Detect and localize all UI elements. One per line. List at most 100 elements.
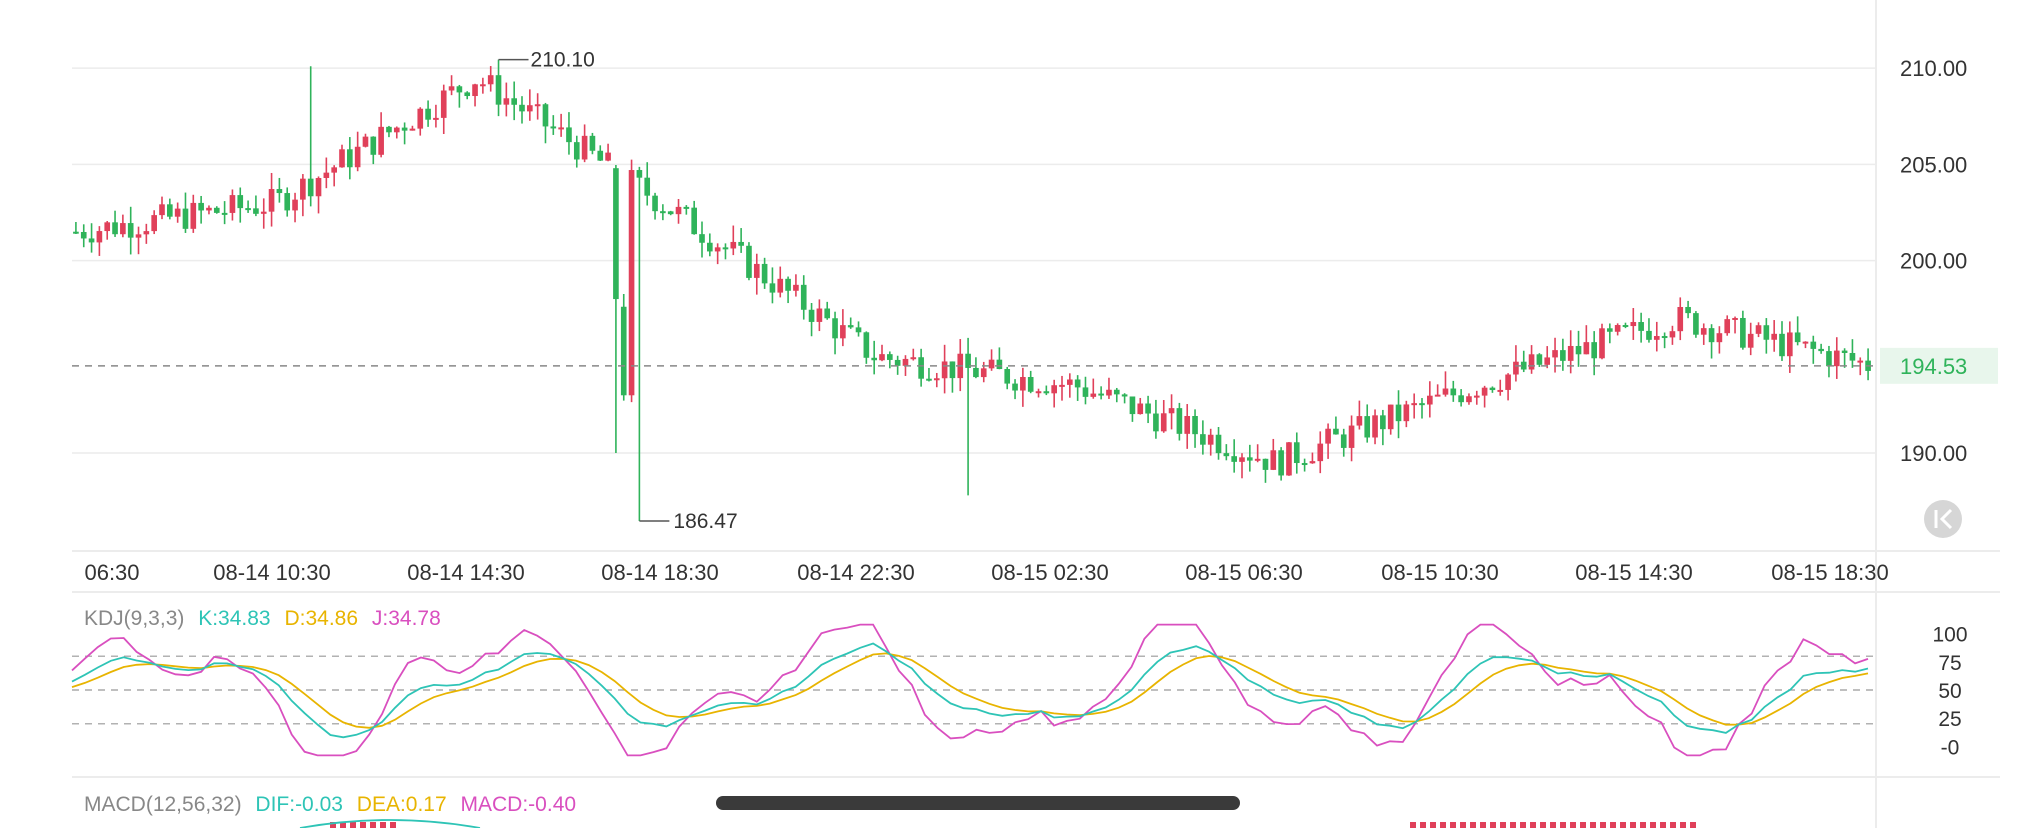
time-tick-label: 08-15 06:30 — [1185, 560, 1302, 585]
candle-body — [151, 215, 157, 232]
candle-body — [902, 358, 909, 366]
macd-bar — [350, 822, 356, 828]
candle-body — [722, 247, 729, 250]
kdj-d-line — [71, 652, 1869, 729]
candle-body — [1395, 404, 1402, 422]
macd-bar — [1560, 822, 1566, 828]
candle-body — [1724, 319, 1731, 334]
candle-body — [1317, 443, 1324, 462]
kdj-tick-label: 100 — [1932, 624, 1967, 647]
macd-dif-value: DIF:-0.03 — [255, 793, 343, 816]
candle-body — [1145, 403, 1151, 414]
macd-dea-value: DEA:0.17 — [357, 793, 447, 816]
price-grid — [72, 67, 1876, 454]
candle-body — [1301, 463, 1308, 466]
candle-body — [1740, 317, 1746, 348]
price-axis: 210.00 205.00 200.00 190.00 — [1900, 56, 1967, 466]
candle-body — [135, 234, 142, 238]
candle-body — [816, 308, 823, 322]
candle-body — [393, 127, 400, 133]
macd-bar — [1460, 822, 1466, 828]
candle-body — [832, 318, 838, 339]
candle-body — [174, 208, 181, 217]
candle-body — [1787, 332, 1793, 357]
candle-body — [753, 263, 760, 278]
candle-body — [597, 150, 604, 161]
candle-body — [159, 204, 165, 216]
candle-body — [1630, 322, 1637, 327]
macd-bar — [1450, 822, 1456, 828]
candle-body — [331, 167, 337, 173]
candle-body — [213, 207, 220, 213]
candle-body — [1544, 357, 1551, 365]
candle-body — [1067, 379, 1073, 385]
time-axis: 06:30 08-14 10:30 08-14 14:30 08-14 18:30 08… — [84, 560, 1888, 585]
candle-body — [558, 127, 564, 130]
macd-bar — [1640, 822, 1646, 828]
macd-bar — [1510, 822, 1516, 828]
home-indicator[interactable] — [716, 796, 1240, 810]
candle-body — [1207, 434, 1214, 445]
candle-body — [1833, 350, 1840, 367]
macd-bar — [370, 822, 376, 828]
candle-body — [620, 306, 627, 396]
candle-body — [1137, 403, 1144, 415]
macd-bar — [1690, 822, 1696, 828]
candle-body — [1607, 328, 1613, 332]
candle-body — [1215, 434, 1222, 454]
kdj-grid — [72, 655, 1876, 725]
candlestick-series — [73, 59, 1871, 521]
candle-body — [707, 242, 713, 252]
candle-body — [1027, 377, 1034, 392]
candle-body — [1004, 369, 1011, 384]
macd-bar — [1420, 822, 1426, 828]
candle-body — [847, 325, 854, 328]
candle-body — [519, 104, 525, 112]
candle-body — [1653, 336, 1660, 340]
kdj-tick-label: 25 — [1938, 708, 1961, 731]
collapse-button[interactable] — [1924, 500, 1962, 538]
candle-body — [1857, 360, 1864, 363]
candle-body — [1176, 408, 1183, 434]
candle-body — [1661, 336, 1668, 339]
candle-body — [1513, 361, 1519, 375]
candle-body — [268, 189, 275, 212]
candle-body — [503, 98, 510, 105]
candle-body — [1419, 403, 1425, 406]
candle-body — [1708, 328, 1715, 343]
macd-bar — [1550, 822, 1556, 828]
high-marker: 210.10 — [498, 49, 595, 72]
candle-body — [1794, 332, 1801, 343]
last-price-label: 194.53 — [1900, 354, 1967, 379]
price-tick-label: 205.00 — [1900, 152, 1967, 177]
candle-body — [1309, 461, 1316, 464]
macd-dif-line — [299, 819, 481, 828]
candle-body — [511, 98, 517, 105]
time-tick-label: 08-15 14:30 — [1575, 560, 1692, 585]
candle-body — [127, 223, 134, 238]
candle-body — [761, 263, 768, 284]
candle-body — [1035, 391, 1042, 394]
candle-body — [605, 152, 611, 161]
candle-body — [1591, 342, 1597, 359]
candle-body — [206, 207, 212, 211]
candle-body — [339, 149, 345, 168]
candle-body — [933, 378, 940, 381]
candle-body — [1262, 458, 1269, 470]
price-tick-label: 200.00 — [1900, 249, 1967, 274]
candle-body — [245, 208, 251, 211]
time-tick-label: 08-15 10:30 — [1381, 560, 1498, 585]
candle-body — [1043, 391, 1050, 394]
candle-body — [456, 86, 463, 93]
candle-body — [613, 168, 619, 300]
high-price-label: 210.10 — [531, 49, 595, 72]
candle-body — [495, 75, 502, 105]
candle-body — [1434, 394, 1441, 397]
low-marker: 186.47 — [639, 510, 738, 533]
candle-body — [1575, 345, 1582, 355]
macd-bar — [380, 822, 386, 828]
candle-body — [1074, 379, 1081, 388]
candle-body — [292, 199, 298, 211]
candle-body — [918, 357, 924, 379]
